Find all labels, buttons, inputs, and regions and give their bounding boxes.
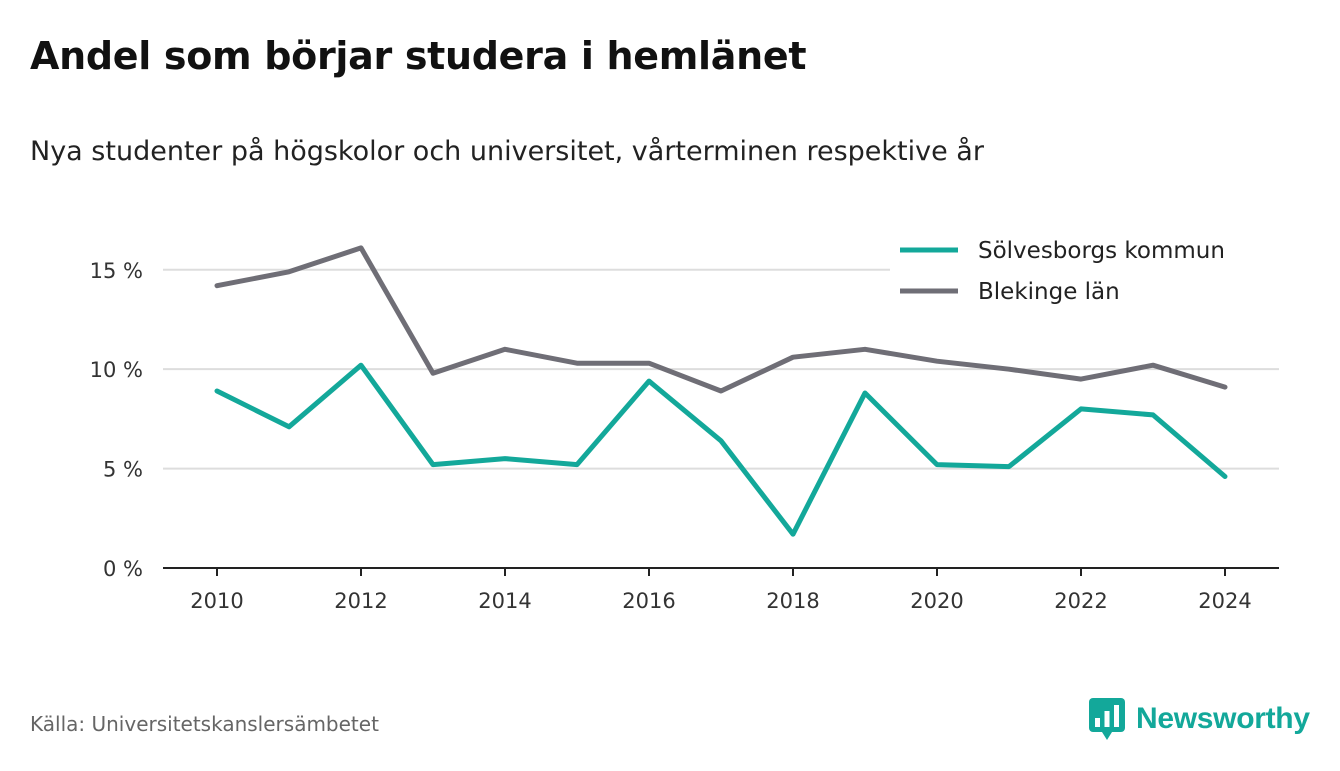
x-tick-label: 2018: [766, 589, 819, 613]
y-tick-label: 0 %: [103, 557, 143, 581]
legend-label: Sölvesborgs kommun: [978, 238, 1225, 264]
y-tick-label: 5 %: [103, 458, 143, 482]
bar-chart-speech-bubble-icon: [1089, 698, 1125, 740]
chart-subtitle: Nya studenter på högskolor och universit…: [30, 136, 984, 167]
series-lines: [214, 245, 1228, 537]
y-tick-label: 10 %: [90, 358, 143, 382]
legend-background: [890, 228, 1280, 312]
x-tick-label: 2012: [334, 589, 387, 613]
y-axis-ticks: 0 % 5 % 10 % 15 %: [90, 259, 143, 581]
x-tick-label: 2020: [910, 589, 963, 613]
x-axis-ticks: 2010 2012 2014 2016 2018 2020 2022 2024: [190, 568, 1252, 613]
brand-name: Newsworthy: [1136, 702, 1310, 735]
chart-title: Andel som börjar studera i hemlänet: [30, 34, 807, 78]
x-tick-label: 2024: [1198, 589, 1251, 613]
series-line-solvesborg: [214, 362, 1228, 537]
legend: Sölvesborgs kommun Blekinge län: [890, 228, 1280, 312]
x-tick-label: 2014: [478, 589, 531, 613]
x-tick-label: 2010: [190, 589, 243, 613]
source-text: Källa: Universitetskanslersämbetet: [30, 712, 379, 736]
line-chart: 0 %5 %10 %15 % 2010 2012 2014 2016 2018 2020 2…: [89, 228, 1280, 613]
x-tick-label: 2022: [1054, 589, 1107, 613]
x-tick-label: 2016: [622, 589, 675, 613]
legend-label: Blekinge län: [978, 279, 1120, 305]
series-line-blekinge: [214, 245, 1228, 394]
y-tick-label: 15 %: [90, 259, 143, 283]
brand-logo: Newsworthy: [1088, 697, 1310, 741]
